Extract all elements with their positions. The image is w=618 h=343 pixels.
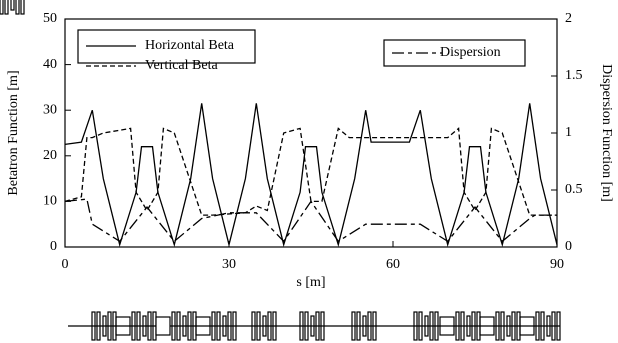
x-tick-label: 0: [62, 257, 69, 272]
y2-tick-label: 0.5: [565, 182, 583, 197]
y-tick-label: 0: [50, 239, 57, 254]
legend-label: Horizontal Beta: [145, 38, 235, 53]
legend-label: Dispersion: [440, 45, 501, 60]
y2-tick-label: 1.5: [565, 68, 583, 83]
lattice-diagram: [0, 0, 561, 341]
series-line: [64, 198, 557, 243]
y2-tick-label: 0: [565, 239, 572, 254]
x-axis-label: s [m]: [296, 275, 325, 290]
y-tick-label: 50: [43, 11, 57, 26]
y-tick-label: 10: [43, 194, 57, 209]
x-tick-label: 30: [222, 257, 236, 272]
series-line: [64, 127, 557, 216]
x-tick-label: 90: [550, 257, 564, 272]
legend-box: [77, 29, 256, 64]
y-tick-label: 30: [43, 102, 57, 117]
y-tick-label: 20: [43, 148, 57, 163]
x-tick-label: 60: [386, 257, 400, 272]
y-tick-label: 40: [43, 57, 57, 72]
y2-tick-label: 2: [565, 11, 572, 26]
legend-box: [383, 39, 526, 67]
y2-tick-label: 1: [565, 125, 572, 140]
y2-axis-label: Dispersion Function [m]: [599, 64, 614, 202]
series-line: [64, 103, 558, 248]
legend-label: Vertical Beta: [145, 58, 218, 73]
y-axis-label: Betatron Function [m]: [6, 70, 21, 195]
